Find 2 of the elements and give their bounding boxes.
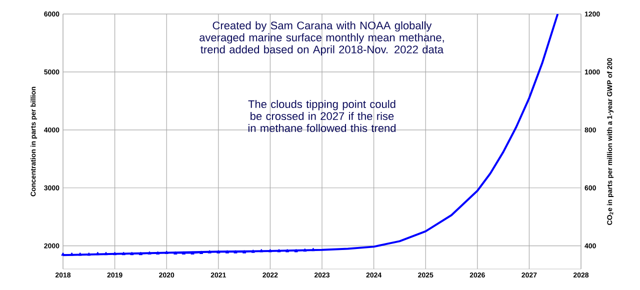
text: Created by Sam Carana with NOAA globally averaged marine surface monthly mean methane, trend added based on April 2018-Nov. 2022 data [200,21,444,56]
annotation: The clouds tipping point could be crossed in 2027 if the rise in methane followed this trend [248,100,396,132]
